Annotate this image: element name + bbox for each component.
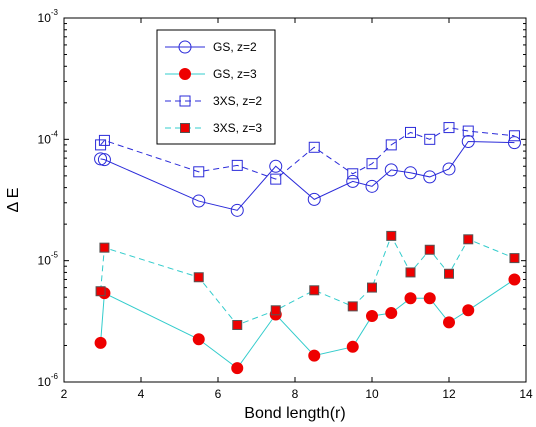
series-2-point (308, 349, 321, 362)
series-2-point (385, 307, 398, 320)
series-1-line (100, 140, 515, 211)
series-1-point (423, 170, 437, 184)
tick-marks (63, 17, 527, 383)
series-3-point (308, 141, 320, 153)
series-3-point (424, 133, 436, 145)
x-tick-label: 2 (61, 387, 68, 401)
series-2-point (443, 316, 455, 329)
series-3 (95, 122, 520, 185)
y-tick-label-exponent: -3 (51, 8, 59, 17)
series-4-point (95, 286, 106, 297)
legend-label-3: 3XS, z=2 (213, 94, 262, 108)
y-axis-label: Δ E (5, 188, 22, 213)
series-3-point (98, 134, 110, 146)
series-4-point (309, 285, 320, 296)
series-2 (94, 273, 521, 375)
series-3-point (347, 168, 359, 180)
series-4 (95, 230, 520, 330)
y-tick-label-exponent: -6 (51, 372, 59, 381)
series-2-point (346, 340, 359, 353)
series-4-point (424, 244, 435, 255)
series-3-point (193, 166, 205, 178)
y-tick-label-base: 10 (38, 254, 52, 268)
series-2-point (366, 309, 378, 322)
series-1-point (404, 166, 417, 180)
series-1-point (97, 153, 111, 167)
series-4-point (367, 282, 377, 293)
series-1-point (384, 163, 398, 177)
x-tick-label: 12 (442, 387, 456, 401)
series-2-point (94, 336, 107, 349)
legend-marker-1 (178, 40, 192, 54)
y-tick-label-base: 10 (38, 132, 52, 146)
series-1 (94, 134, 521, 217)
legend-label-4: 3XS, z=3 (213, 121, 262, 135)
series-3-point (385, 139, 397, 151)
series-4-point (347, 301, 358, 312)
x-tick-label: 6 (215, 387, 222, 401)
x-tick-label: 4 (138, 387, 145, 401)
x-tick-label: 10 (365, 387, 379, 401)
series-1-point (507, 136, 521, 150)
legend-label-1: GS, z=2 (213, 40, 257, 54)
series-3-point (95, 139, 107, 151)
series-3-point (231, 159, 243, 171)
y-tick-label: 10-6 (38, 372, 59, 389)
series-4-point (463, 234, 474, 245)
series-3-point (366, 158, 378, 170)
series-4-point (509, 253, 520, 264)
series-4-point (405, 267, 416, 278)
legend-marker-4 (180, 123, 190, 133)
series-1-point (461, 134, 475, 148)
y-tick-label-base: 10 (38, 375, 52, 389)
series-2-point (462, 304, 475, 317)
y-tick-label-base: 10 (38, 11, 52, 25)
series-3-point (405, 126, 416, 138)
series-1-point (230, 203, 244, 217)
series-4-point (386, 230, 397, 241)
legend-marker-2 (179, 68, 191, 80)
y-tick-label: 10-5 (38, 251, 59, 268)
series-4-point (232, 319, 243, 330)
series-4-point (99, 242, 110, 253)
series-2-point (404, 292, 417, 305)
series-1-point (307, 192, 321, 206)
series-3-point (443, 122, 455, 134)
legend: GS, z=2 GS, z=3 3XS, z=2 3XS, z=3 (156, 29, 276, 145)
x-tick-label: 8 (292, 387, 299, 401)
series-1-point (192, 194, 206, 208)
legend-label-2: GS, z=3 (213, 67, 257, 81)
x-axis-label: Bond length(r) (244, 405, 345, 422)
series-3-point (508, 130, 520, 142)
series-1-point (365, 179, 379, 193)
y-tick-label-exponent: -5 (51, 251, 59, 260)
series-4-point (270, 305, 281, 316)
series-3-line (100, 127, 515, 180)
series-2-point (423, 292, 436, 305)
y-tick-label-exponent: -4 (51, 129, 59, 138)
series-3-point (462, 125, 474, 137)
legend-marker-3 (179, 95, 191, 107)
series-layer (94, 122, 521, 375)
series-2-point (231, 362, 244, 375)
series-2-point (192, 333, 205, 346)
series-1-point (442, 162, 456, 176)
plot-area (63, 17, 527, 383)
y-tick-label: 10-4 (38, 129, 59, 146)
series-2-point (508, 273, 521, 286)
series-1-point (346, 174, 360, 188)
series-4-line (100, 234, 515, 326)
series-4-point (193, 272, 204, 283)
series-3-point (270, 173, 282, 185)
series-4-point (444, 268, 454, 279)
y-tick-label: 10-3 (38, 8, 59, 25)
x-tick-label: 14 (519, 387, 533, 401)
series-1-point (269, 159, 283, 173)
legend-box (156, 29, 276, 145)
